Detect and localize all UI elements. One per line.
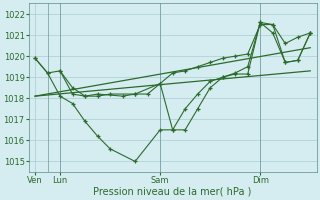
X-axis label: Pression niveau de la mer( hPa ): Pression niveau de la mer( hPa ) bbox=[93, 187, 252, 197]
